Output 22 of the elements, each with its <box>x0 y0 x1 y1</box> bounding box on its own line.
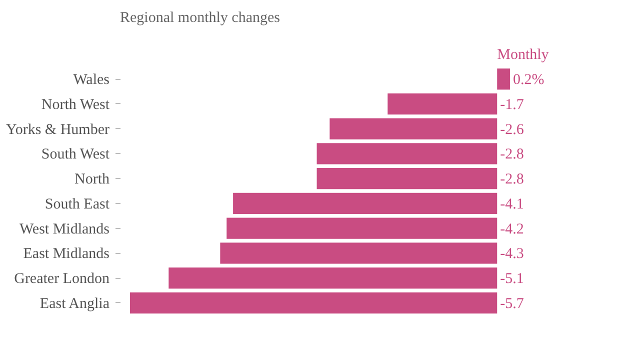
y-tick-label: East Midlands <box>23 246 110 262</box>
data-label: -2.6 <box>500 122 524 138</box>
data-label: -2.8 <box>500 146 524 163</box>
data-label: -5.1 <box>500 271 524 288</box>
chart-title: Regional monthly changes <box>120 10 280 26</box>
y-tick-label: South West <box>41 146 110 163</box>
y-tick-label: Wales <box>73 72 110 88</box>
y-tick-label: South East <box>44 196 110 212</box>
data-label: -4.2 <box>500 221 524 238</box>
data-label: 0.2% <box>513 72 544 88</box>
y-tick-label: West Midlands <box>19 221 110 238</box>
data-label: -2.8 <box>500 172 524 188</box>
y-tick-label: Yorks & Humber <box>6 122 110 138</box>
data-label: -1.7 <box>500 96 524 113</box>
y-tick-label: North West <box>41 96 110 113</box>
y-tick-label: East Anglia <box>40 296 110 312</box>
data-label: -5.7 <box>500 296 524 312</box>
data-label: -4.3 <box>500 246 524 262</box>
y-tick-label: North <box>74 172 110 188</box>
series-label: Monthly <box>497 47 550 63</box>
data-label: -4.1 <box>500 196 524 212</box>
y-tick-label: Greater London <box>14 271 110 288</box>
